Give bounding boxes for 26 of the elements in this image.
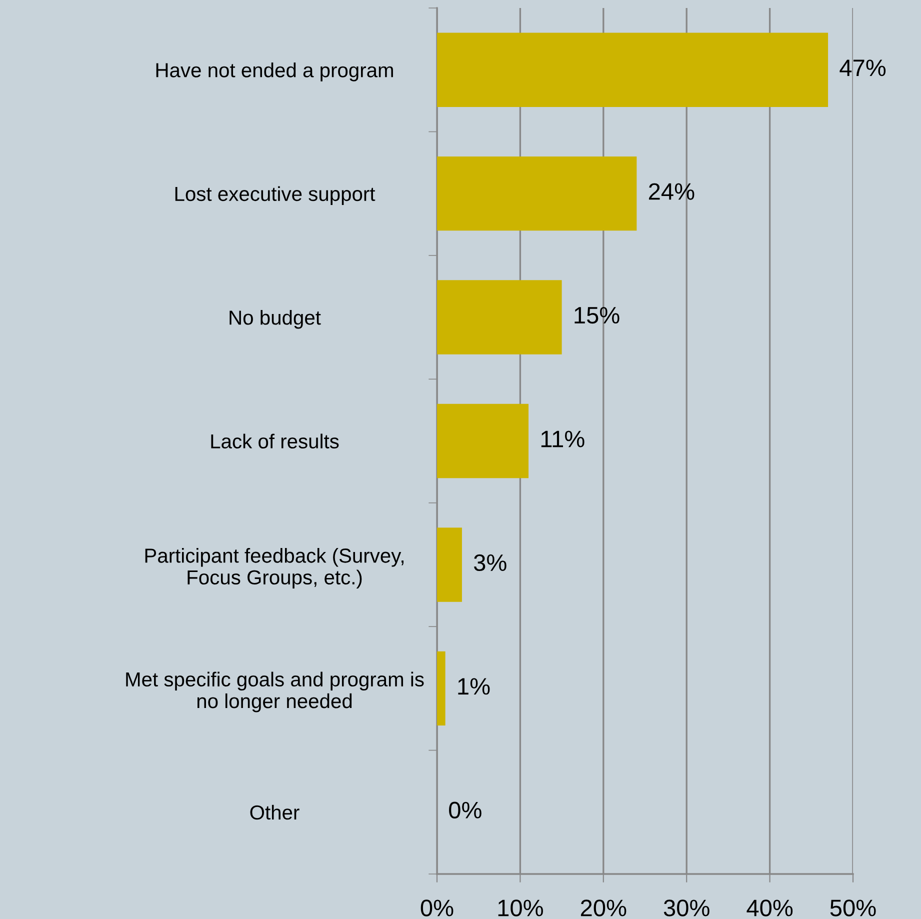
y-tick-label: Lack of results <box>211 434 339 448</box>
bar <box>437 528 462 602</box>
data-label: 3% <box>474 554 506 572</box>
y-tick-label: Participant feedback (Survey, Focus Groups, etc.) <box>145 548 404 588</box>
x-tick-label: 30% <box>664 900 710 916</box>
x-tick-label: 40% <box>746 900 793 916</box>
y-tick-label: Met specific goals and program is no longer needed <box>126 672 424 712</box>
bar <box>437 404 529 478</box>
y-tick-label: Lost executive support <box>175 186 376 206</box>
bar <box>437 156 637 231</box>
data-label: 0% <box>449 802 482 818</box>
y-tick-label: No budget <box>230 310 321 329</box>
data-label: 24% <box>648 183 694 200</box>
y-tick-label: Have not ended a program <box>156 62 393 82</box>
x-tick-label: 10% <box>498 900 543 916</box>
data-label: 1% <box>458 678 490 695</box>
x-tick-label: 20% <box>580 900 626 916</box>
data-label: 15% <box>574 307 620 324</box>
y-tick-label: Other <box>250 804 300 820</box>
data-label: 47% <box>840 60 886 76</box>
data-label: 11% <box>541 430 584 448</box>
bar <box>437 651 446 726</box>
x-tick-label: 50% <box>830 900 876 916</box>
bar <box>437 32 828 107</box>
bar <box>437 280 562 354</box>
x-tick-label: 0% <box>420 900 454 916</box>
